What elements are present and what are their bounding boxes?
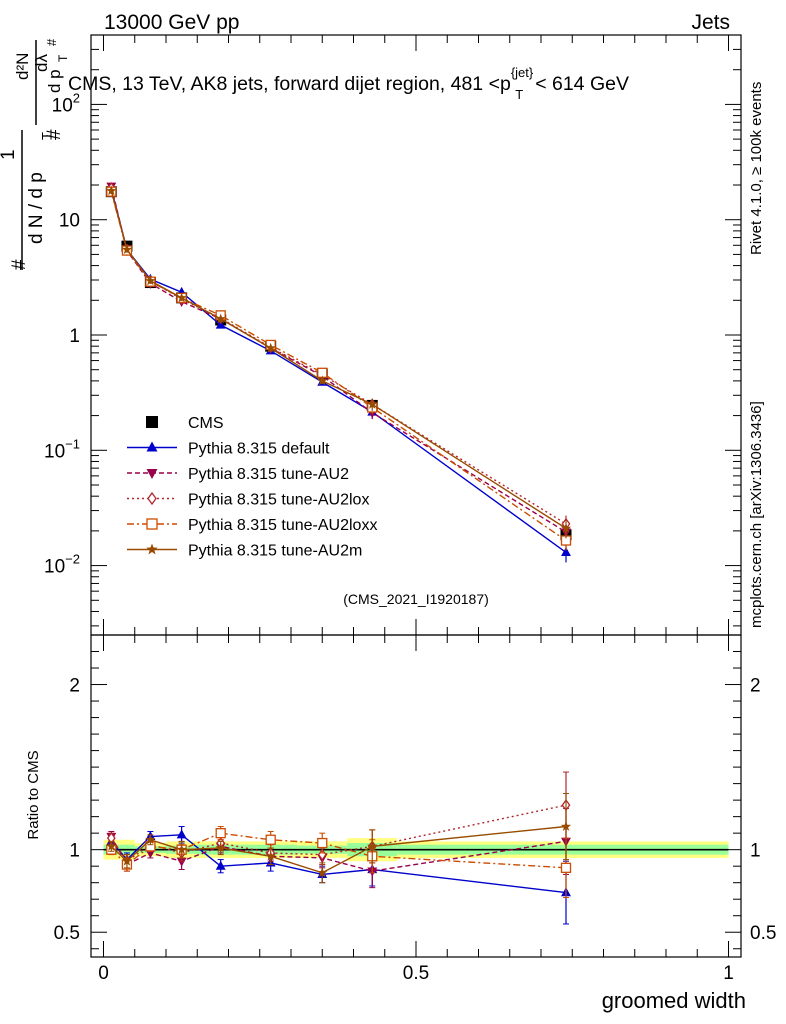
ylabel-dpt: d p: [45, 69, 64, 93]
ylabel-dn-dpt: d N / d p: [26, 172, 47, 244]
ylabel-hash-1: #: [9, 259, 30, 270]
ratio-line-au2lox: [110, 804, 567, 863]
legend-label-default: Pythia 8.315 default: [188, 441, 330, 458]
ylabel-t-2: T: [56, 54, 70, 62]
y-tick-label: 10−2: [44, 552, 80, 578]
main-ylabel: # 1 d N / d p T # d²N d p T dλ #: [0, 38, 70, 270]
legend-marker-au2loxx: [146, 518, 158, 530]
point-au2m: [176, 292, 187, 303]
legend-item-cms: CMS: [146, 415, 224, 432]
main-title-text: CMS, 13 TeV, AK8 jets, forward dijet reg…: [68, 73, 511, 95]
ratio-frame: [90, 634, 742, 958]
ratio-ylabel: Ratio to CMS: [25, 750, 42, 839]
mcplots-label: mcplots.cern.ch [arXiv:1306.3436]: [748, 401, 765, 628]
ratio-point-au2m: [367, 841, 378, 851]
legend-label-au2loxx: Pythia 8.315 tune-AU2loxx: [188, 517, 377, 534]
x-tick-label: 0.5: [403, 963, 429, 984]
ylabel-hash-2: #: [44, 129, 65, 140]
legend-label-au2m: Pythia 8.315 tune-AU2m: [188, 543, 362, 560]
point-au2m: [145, 275, 156, 286]
ratio-point-au2m: [106, 841, 117, 851]
point-au2m: [367, 399, 378, 409]
ratio-point-au2m: [317, 867, 328, 878]
ratio-series-default: [106, 826, 571, 925]
legend-marker-au2: [146, 469, 158, 479]
ylabel-hash-3: #: [44, 38, 59, 46]
ratio-point-au2loxx: [215, 828, 226, 839]
y-tick-label: 10: [59, 211, 80, 232]
main-title-subscript: T: [515, 87, 523, 102]
main-title-superscript: {jet}: [511, 65, 534, 80]
ratio-point-au2m: [560, 821, 572, 831]
ratio-point-au2: [176, 857, 187, 867]
y-tick-label: 10−1: [44, 436, 80, 462]
ratio-point-au2loxx: [317, 837, 328, 849]
legend-label-cms: CMS: [188, 415, 224, 432]
point-default: [561, 547, 571, 557]
ratio-point-au2m: [121, 855, 133, 866]
ratio-series-au2m: [106, 793, 572, 884]
main-title: CMS, 13 TeV, AK8 jets, forward dijet reg…: [68, 65, 629, 102]
main-title-tail: < 614 GeV: [535, 73, 629, 95]
legend-item-au2loxx: Pythia 8.315 tune-AU2loxx: [127, 517, 377, 534]
ylabel-dlambda: dλ: [32, 54, 51, 72]
legend-item-au2lox: Pythia 8.315 tune-AU2lox: [127, 492, 369, 509]
series-line-au2loxx: [110, 191, 567, 542]
legend-marker-default: [146, 441, 158, 452]
series-au2: [106, 182, 571, 543]
ylabel-t-1: T: [39, 132, 54, 140]
main-series: [105, 182, 572, 563]
ratio-point-au2m: [145, 834, 156, 845]
legend-item-au2: Pythia 8.315 tune-AU2: [127, 466, 349, 483]
point-au2m: [121, 244, 133, 254]
ratio-series: [106, 771, 572, 925]
legend-marker-au2lox: [147, 491, 157, 506]
ratio-point-default: [215, 860, 226, 870]
point-au2m: [560, 523, 572, 533]
ratio-y-tick-label: 0.5: [54, 923, 80, 944]
x-axis-label: groomed width: [602, 988, 746, 1013]
main-axes: 10−2 10−1 1 10 102: [44, 34, 742, 636]
x-tick-label: 1: [723, 963, 734, 984]
ratio-y-tick-label-right: 2: [750, 676, 761, 697]
ratio-point-au2loxx: [265, 834, 276, 845]
y-tick-label: 102: [52, 90, 80, 116]
ratio-y-tick-label-right: 0.5: [750, 923, 776, 944]
ratio-point-au2m: [265, 850, 276, 861]
ratio-point-au2loxx: [560, 862, 572, 873]
ratio-y-tick-label: 2: [69, 676, 80, 697]
ratio-y-tick-label-right: 1: [750, 841, 761, 862]
header-right: Jets: [691, 11, 730, 34]
header-left: 13000 GeV pp: [104, 11, 239, 34]
analysis-watermark: (CMS_2021_I1920187): [343, 591, 489, 607]
legend: CMS Pythia 8.315 default Pythia 8.315 tune…: [127, 415, 377, 560]
ylabel-one: 1: [0, 149, 19, 160]
legend-marker-au2m: [146, 543, 158, 555]
ratio-point-default: [176, 829, 187, 839]
legend-label-au2lox: Pythia 8.315 tune-AU2lox: [188, 492, 369, 509]
y-tick-label: 1: [69, 326, 80, 347]
ratio-y-tick-label: 1: [69, 841, 80, 862]
legend-item-default: Pythia 8.315 default: [127, 441, 330, 458]
legend-item-au2m: Pythia 8.315 tune-AU2m: [127, 543, 362, 560]
series-au2m: [106, 185, 572, 539]
legend-label-au2: Pythia 8.315 tune-AU2: [188, 466, 349, 483]
x-tick-label: 0: [98, 963, 109, 984]
point-au2m: [265, 342, 276, 353]
point-au2m: [317, 375, 328, 386]
ratio-point-au2m: [176, 844, 187, 854]
ratio-axes: 0.5 0.5 1 1 2 2 0 0.5 1: [54, 634, 776, 984]
ylabel-d2n: d²N: [13, 53, 32, 80]
legend-marker-cms: [146, 416, 158, 428]
point-au2m: [106, 185, 117, 196]
rivet-version-label: Rivet 4.1.0, ≥ 100k events: [748, 82, 765, 255]
point-au2m: [215, 313, 226, 324]
ratio-point-au2m: [215, 842, 226, 853]
